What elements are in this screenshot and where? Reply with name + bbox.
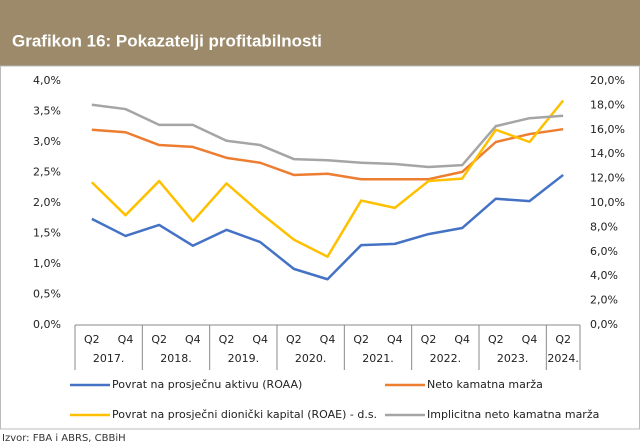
y-tick-label: 2,0% (33, 196, 61, 209)
y2-tick-label: 20,0% (590, 74, 625, 87)
y-tick-label: 2,5% (33, 166, 61, 179)
legend-label: Implicitna neto kamatna marža (427, 408, 599, 421)
x-tick-label: Q4 (387, 333, 403, 346)
y-tick-label: 0,0% (33, 318, 61, 331)
x-tick-label: Q4 (118, 333, 134, 346)
year-label: 2022. (430, 352, 462, 365)
y-tick-label: 1,0% (33, 257, 61, 270)
y2-tick-label: 8,0% (590, 220, 618, 233)
y2-tick-label: 10,0% (590, 196, 625, 209)
year-label: 2021. (362, 352, 394, 365)
series-line (91, 127, 564, 181)
series-line (90, 99, 565, 258)
legend-label: Neto kamatna marža (427, 378, 543, 391)
header-bar (0, 0, 640, 66)
x-tick-label: Q2 (488, 333, 504, 346)
x-tick-label: Q4 (454, 333, 470, 346)
y2-tick-label: 4,0% (590, 269, 618, 282)
x-tick-label: Q2 (151, 333, 167, 346)
year-label: 2018. (160, 352, 192, 365)
x-tick-label: Q4 (252, 333, 268, 346)
y-tick-label: 4,0% (33, 74, 61, 87)
year-label: 2024. (547, 352, 579, 365)
chart-frame (0, 65, 640, 430)
y2-tick-label: 12,0% (590, 172, 625, 185)
year-label: 2020. (295, 352, 327, 365)
year-label: 2017. (93, 352, 125, 365)
y2-tick-label: 0,0% (590, 318, 618, 331)
y-tick-label: 0,5% (33, 288, 61, 301)
year-label: 2019. (228, 352, 260, 365)
y-tick-label: 3,5% (33, 105, 61, 118)
series-line (91, 173, 564, 281)
y-tick-label: 1,5% (33, 227, 61, 240)
chart-title: Grafikon 16: Pokazatelji profitabilnosti (12, 31, 322, 50)
series-line (91, 103, 564, 169)
legend-label: Povrat na prosječnu aktivu (ROAA) (112, 378, 302, 391)
x-tick-label: Q2 (84, 333, 100, 346)
legend-label: Povrat na prosječni dionički kapital (RO… (112, 408, 377, 421)
x-tick-label: Q4 (185, 333, 201, 346)
x-tick-label: Q2 (219, 333, 235, 346)
y2-tick-label: 14,0% (590, 147, 625, 160)
y2-tick-label: 18,0% (590, 98, 625, 111)
x-tick-label: Q2 (555, 333, 571, 346)
x-tick-label: Q2 (286, 333, 302, 346)
x-tick-label: Q4 (320, 333, 336, 346)
y2-tick-label: 2,0% (590, 294, 618, 307)
y2-tick-label: 6,0% (590, 245, 618, 258)
y-tick-label: 3,0% (33, 135, 61, 148)
x-tick-label: Q2 (421, 333, 437, 346)
year-label: 2023. (497, 352, 529, 365)
source: Izvor: FBA i ABRS, CBBiH (2, 433, 126, 444)
y2-tick-label: 16,0% (590, 123, 625, 136)
x-tick-label: Q4 (522, 333, 538, 346)
x-tick-label: Q2 (353, 333, 369, 346)
